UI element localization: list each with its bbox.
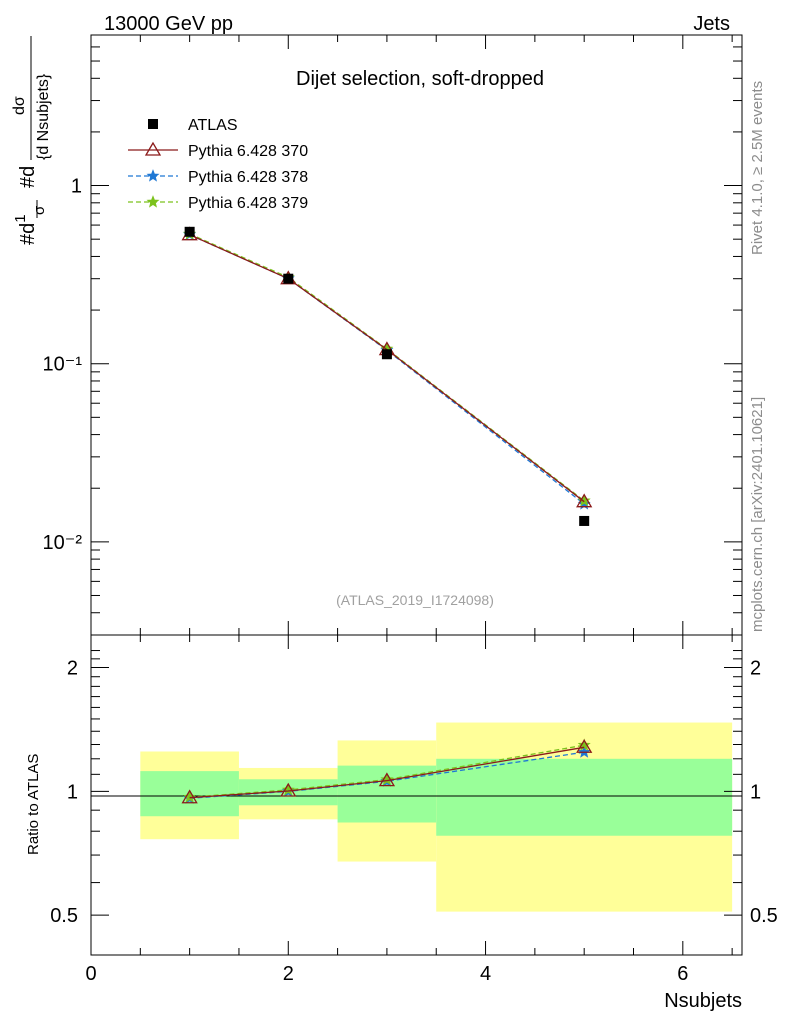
ratio-y-tick-label-right: 1	[750, 781, 761, 803]
ratio-y-tick-label-right: 0.5	[750, 905, 778, 927]
legend-entry: Pythia 6.428 379	[128, 195, 308, 212]
axis-ticks: 0 2 4 6 1 10⁻¹ 10⁻² 2 2 1 1 0.5 0.5	[43, 34, 778, 985]
series-point-ratio	[281, 783, 295, 796]
legend-marker	[146, 169, 160, 182]
x-tick-label: 2	[283, 963, 294, 985]
legend-marker	[146, 195, 160, 208]
legend-marker-square	[148, 119, 158, 129]
series-line-ratio	[189, 744, 585, 798]
series-line-main	[189, 234, 585, 503]
ratio-band-inner	[436, 758, 733, 836]
svg-text:dσ: dσ	[11, 96, 28, 115]
svg-text:{d Nsubjets}: {d Nsubjets}	[35, 73, 52, 160]
analysis-id: (ATLAS_2019_I1724098)	[336, 592, 494, 608]
atlas-data-point	[184, 226, 195, 237]
atlas-data-point	[579, 515, 590, 526]
legend-entry: Pythia 6.428 370	[128, 141, 308, 160]
main-y-axis-label: #d1 σ #d dσ {d Nsubjets}	[11, 36, 52, 245]
ratio-plot-frame	[90, 634, 743, 956]
x-tick-label: 6	[677, 963, 688, 985]
ratio-y-axis-label: Ratio to ATLAS	[25, 754, 42, 855]
legend-label: ATLAS	[188, 117, 238, 134]
series-point-ratio	[183, 790, 197, 803]
mcplots-label: mcplots.cern.ch [arXiv:2401.10621]	[749, 397, 766, 632]
series-line-main	[189, 233, 585, 502]
ratio-series	[181, 738, 593, 804]
x-tick-label: 0	[85, 963, 96, 985]
legend-marker	[144, 141, 162, 156]
svg-text:#d: #d	[17, 166, 39, 188]
series-point-ratio	[380, 772, 394, 786]
series-line-main	[189, 234, 585, 505]
plot-frames	[90, 34, 743, 956]
series-point-ratio	[576, 738, 593, 753]
svg-text:#d1: #d1	[12, 214, 39, 245]
main-series	[181, 226, 593, 510]
series-point-ratio	[378, 772, 396, 787]
legend-label: Pythia 6.428 379	[188, 195, 308, 212]
series-line-ratio	[189, 746, 585, 799]
main-y-tick-label: 10⁻¹	[43, 354, 83, 376]
series-point-ratio	[280, 782, 297, 797]
ratio-y-tick-label: 1	[67, 781, 78, 803]
series-point-ratio	[181, 789, 198, 804]
series-point-main	[576, 493, 593, 508]
svg-text:σ: σ	[31, 205, 48, 215]
x-tick-label: 4	[480, 963, 491, 985]
legend-label: Pythia 6.428 378	[188, 169, 308, 186]
atlas-data-point	[381, 349, 392, 360]
ratio-y-tick-label: 2	[67, 658, 78, 680]
category-label: Jets	[693, 13, 730, 35]
energy-label: 13000 GeV pp	[104, 13, 233, 35]
legend-entry: Pythia 6.428 378	[128, 169, 308, 186]
ratio-y-tick-label: 0.5	[50, 905, 78, 927]
ratio-uncertainty-bands	[140, 722, 733, 912]
legend-label: Pythia 6.428 370	[188, 143, 308, 160]
ratio-y-tick-label-right: 2	[750, 658, 761, 680]
main-y-tick-label: 1	[71, 176, 82, 198]
atlas-data-points	[184, 226, 590, 526]
plot-title: Dijet selection, soft-dropped	[296, 68, 544, 90]
x-axis-label: Nsubjets	[664, 990, 742, 1012]
legend-entry: ATLAS	[148, 117, 238, 134]
main-y-tick-label: 10⁻²	[43, 532, 83, 554]
atlas-data-point	[283, 273, 294, 284]
rivet-version-label: Rivet 4.1.0, ≥ 2.5M events	[749, 81, 766, 255]
legend: ATLAS Pythia 6.428 370 Pythia 6.428 378 Pyt…	[128, 117, 308, 212]
